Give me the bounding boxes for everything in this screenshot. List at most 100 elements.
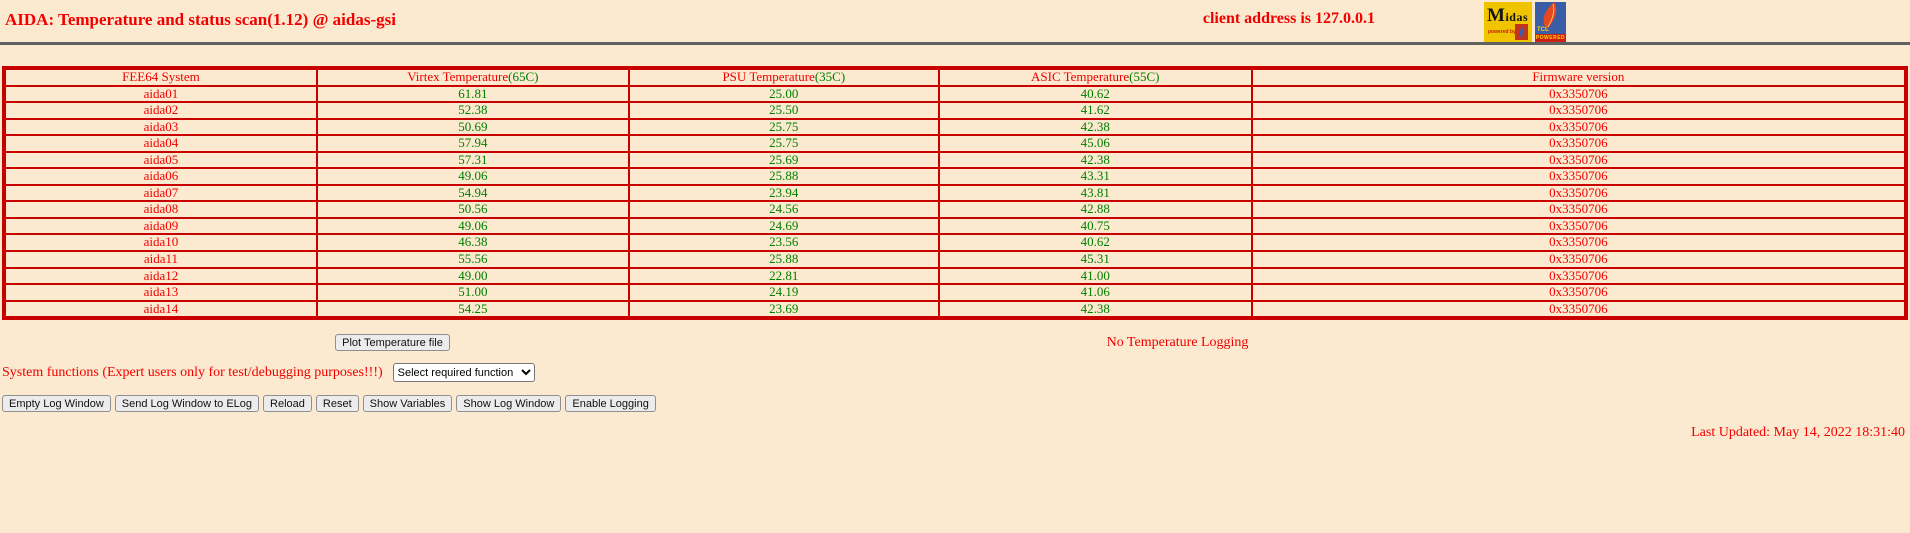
table-row: aida08 50.56 24.56 42.88 0x3350706 — [3, 200, 1908, 219]
cell: 42.88 — [937, 200, 1253, 219]
table-header-row: FEE64 System Virtex Temperature(65C) PSU T… — [3, 67, 1908, 87]
cell: 24.69 — [627, 216, 940, 236]
action-button[interactable]: Reset — [315, 395, 359, 413]
cell: 41.62 — [937, 101, 1253, 120]
cell: 0x3350706 — [1250, 183, 1908, 203]
tcl-label: TCL — [1537, 27, 1549, 33]
cell: 51.00 — [315, 283, 630, 302]
column-header: FEE64 System — [3, 67, 318, 87]
cell: 42.38 — [937, 150, 1253, 170]
cell: aida10 — [3, 233, 318, 252]
cell: 52.38 — [315, 101, 630, 120]
last-updated: Last Updated: May 14, 2022 18:31:40 — [1691, 425, 1905, 441]
cell: aida09 — [3, 216, 318, 236]
cell: 0x3350706 — [1250, 200, 1908, 219]
cell: 49.06 — [315, 167, 630, 186]
cell: aida06 — [3, 167, 318, 186]
table-row: aida10 46.38 23.56 40.62 0x3350706 — [3, 233, 1908, 252]
cell: 49.06 — [315, 216, 630, 236]
plot-temperature-file-button[interactable]: Plot Temperature file — [335, 334, 450, 352]
table-row: aida01 61.81 25.00 40.62 0x3350706 — [3, 84, 1908, 104]
cell: 25.88 — [627, 250, 940, 269]
cell: 50.56 — [315, 200, 630, 219]
cell: 55.56 — [315, 250, 630, 269]
tcl-powered-logo[interactable]: TCL POWERED — [1535, 2, 1566, 42]
cell: aida13 — [3, 283, 318, 302]
cell: 25.75 — [627, 117, 940, 137]
table-body: aida01 61.81 25.00 40.62 0x3350706 aida02 52.3… — [3, 84, 1908, 320]
logo-group: Midas powered by TCL POWERED — [1484, 2, 1566, 42]
cell: 40.62 — [937, 84, 1253, 104]
cell: 0x3350706 — [1250, 250, 1908, 269]
cell: 61.81 — [315, 84, 630, 104]
logging-status-cell: No Temperature Logging — [785, 334, 1570, 351]
action-button[interactable]: Show Variables — [362, 395, 453, 413]
table-row: aida14 54.25 23.69 42.38 0x3350706 — [3, 299, 1908, 320]
cell: 42.38 — [937, 299, 1253, 320]
cell: 43.81 — [937, 183, 1253, 203]
cell: aida04 — [3, 134, 318, 153]
client-address: client address is 127.0.0.1 — [1202, 10, 1375, 27]
tcl-powered-label: POWERED — [1535, 34, 1566, 42]
cell: 0x3350706 — [1250, 233, 1908, 252]
cell: 45.31 — [937, 250, 1253, 269]
action-button[interactable]: Enable Logging — [565, 395, 656, 413]
cell: 0x3350706 — [1250, 134, 1908, 153]
cell: 0x3350706 — [1250, 101, 1908, 120]
cell: 0x3350706 — [1250, 299, 1908, 320]
table-row: aida06 49.06 25.88 43.31 0x3350706 — [3, 167, 1908, 186]
cell: 54.94 — [315, 183, 630, 203]
system-function-select[interactable]: Select required function — [392, 363, 535, 383]
cell: 42.38 — [937, 117, 1253, 137]
cell: 0x3350706 — [1250, 266, 1908, 286]
action-button[interactable]: Empty Log Window — [2, 395, 111, 413]
column-header: ASIC Temperature(55C) — [937, 67, 1253, 87]
system-functions-row: System functions (Expert users only for … — [2, 363, 1910, 383]
cell: aida14 — [3, 299, 318, 320]
cell: aida01 — [3, 84, 318, 104]
cell: aida12 — [3, 266, 318, 286]
column-header: Firmware version — [1250, 67, 1908, 87]
tcl-feather-icon — [1535, 2, 1566, 39]
logging-status: No Temperature Logging — [1106, 334, 1249, 350]
table-row: aida05 57.31 25.69 42.38 0x3350706 — [3, 150, 1908, 170]
cell: 24.56 — [627, 200, 940, 219]
table-row: aida03 50.69 25.75 42.38 0x3350706 — [3, 117, 1908, 137]
midas-wordmark: Midas — [1487, 5, 1529, 26]
cell: 57.31 — [315, 150, 630, 170]
cell: 57.94 — [315, 134, 630, 153]
table-row: aida13 51.00 24.19 41.06 0x3350706 — [3, 283, 1908, 302]
header: AIDA: Temperature and status scan(1.12) … — [0, 0, 1910, 42]
system-functions-label: System functions (Expert users only for … — [2, 364, 383, 380]
cell: 23.69 — [627, 299, 940, 320]
cell: 0x3350706 — [1250, 117, 1908, 137]
header-divider — [0, 42, 1910, 45]
cell: aida02 — [3, 101, 318, 120]
table-row: aida11 55.56 25.88 45.31 0x3350706 — [3, 250, 1908, 269]
cell: 24.19 — [627, 283, 940, 302]
cell: 43.31 — [937, 167, 1253, 186]
action-button[interactable]: Reload — [263, 395, 312, 413]
cell: 49.00 — [315, 266, 630, 286]
cell: 25.69 — [627, 150, 940, 170]
cell: 41.06 — [937, 283, 1253, 302]
log-buttons-row: Empty Log Window Send Log Window to ELog R… — [2, 395, 1910, 413]
action-button[interactable]: Send Log Window to ELog — [114, 395, 260, 413]
table-row: aida12 49.00 22.81 41.00 0x3350706 — [3, 266, 1908, 286]
cell: aida11 — [3, 250, 318, 269]
midas-mini-tcl-feather-icon — [1515, 24, 1528, 40]
cell: 22.81 — [627, 266, 940, 286]
action-button[interactable]: Show Log Window — [456, 395, 562, 413]
cell: 45.06 — [937, 134, 1253, 153]
cell: aida03 — [3, 117, 318, 137]
table-row: aida04 57.94 25.75 45.06 0x3350706 — [3, 134, 1908, 153]
cell: 54.25 — [315, 299, 630, 320]
midas-logo[interactable]: Midas powered by — [1484, 2, 1532, 42]
column-header: PSU Temperature(35C) — [627, 67, 940, 87]
plot-button-cell: Plot Temperature file — [0, 334, 785, 352]
cell: 0x3350706 — [1250, 150, 1908, 170]
cell: 25.75 — [627, 134, 940, 153]
column-header: Virtex Temperature(65C) — [315, 67, 630, 87]
cell: 50.69 — [315, 117, 630, 137]
cell: 23.56 — [627, 233, 940, 252]
